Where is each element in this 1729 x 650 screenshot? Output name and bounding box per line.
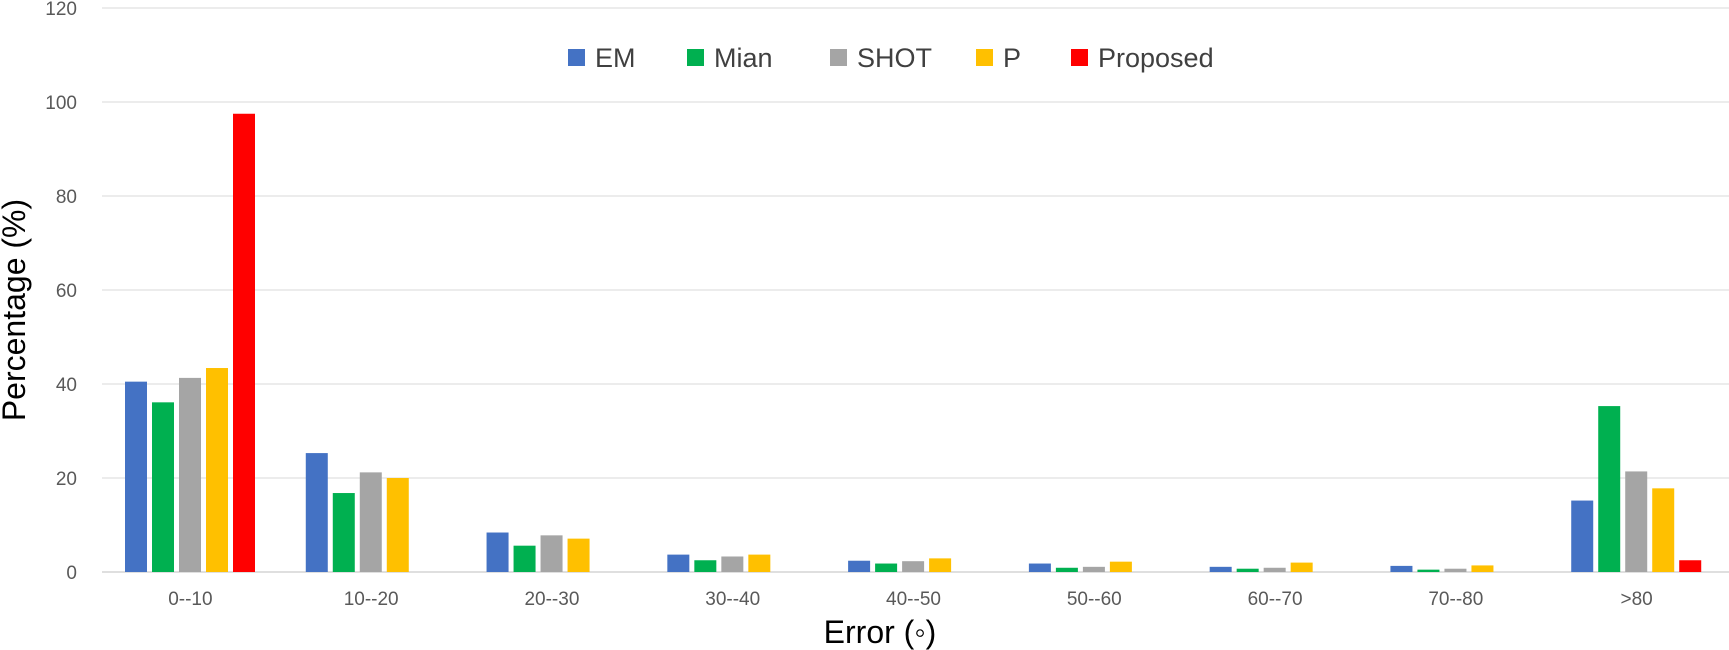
bar-shot-3 [721, 556, 744, 572]
bar-shot-0 [179, 377, 201, 572]
bars [125, 113, 1702, 572]
bar-mian-5 [1055, 567, 1078, 572]
bar-shot-6 [1263, 567, 1286, 572]
bar-em-8 [1571, 500, 1594, 572]
bar-em-5 [1028, 563, 1051, 572]
x-tick-label: 40--50 [886, 589, 941, 610]
bar-p-3 [748, 554, 771, 572]
legend-swatch-p [976, 49, 993, 66]
bar-mian-4 [875, 563, 898, 572]
bar-proposed-0 [233, 113, 255, 572]
bar-shot-5 [1082, 566, 1105, 572]
x-axis-ticks: 0--10 10--20 20--30 30--40 40--50 50--60 60--7… [168, 589, 1653, 610]
x-axis-title: Error (◦) [824, 614, 937, 650]
bar-p-5 [1109, 561, 1132, 572]
bar-mian-7 [1417, 569, 1440, 572]
bar-p-7 [1471, 565, 1494, 572]
bar-p-8 [1652, 488, 1675, 572]
bar-mian-2 [513, 545, 536, 572]
x-tick-label: >80 [1620, 589, 1652, 610]
legend-label-em: EM [595, 43, 636, 73]
bar-em-2 [486, 532, 509, 572]
x-tick-label: 50--60 [1067, 589, 1122, 610]
y-tick-label: 80 [56, 187, 77, 208]
x-tick-label: 70--80 [1428, 589, 1483, 610]
bar-em-6 [1209, 566, 1232, 572]
bar-em-1 [305, 453, 328, 572]
legend-label-shot: SHOT [857, 43, 932, 73]
y-tick-label: 0 [66, 563, 77, 584]
y-tick-label: 100 [45, 93, 77, 114]
legend: EM Mian SHOT P Proposed [568, 43, 1214, 73]
bar-mian-6 [1236, 568, 1259, 572]
bar-shot-4 [902, 561, 925, 572]
bar-p-6 [1290, 562, 1313, 572]
bar-em-4 [848, 560, 871, 572]
y-tick-label: 120 [45, 0, 77, 20]
y-tick-label: 60 [56, 281, 77, 302]
legend-label-mian: Mian [714, 43, 773, 73]
legend-label-proposed: Proposed [1098, 43, 1214, 73]
bar-shot-2 [540, 535, 563, 572]
bar-em-7 [1390, 565, 1413, 572]
legend-swatch-mian [687, 49, 704, 66]
bar-mian-1 [332, 493, 355, 572]
bar-p-4 [929, 558, 952, 572]
x-tick-label: 30--40 [705, 589, 760, 610]
bar-em-3 [667, 554, 690, 572]
y-tick-label: 20 [56, 469, 77, 490]
bar-mian-3 [694, 560, 717, 572]
x-tick-label: 20--30 [524, 589, 579, 610]
y-axis-ticks: 0 20 40 60 80 100 120 [45, 0, 77, 584]
x-tick-label: 60--70 [1248, 589, 1303, 610]
bar-mian-0 [152, 402, 174, 572]
legend-label-p: P [1003, 43, 1021, 73]
legend-swatch-proposed [1071, 49, 1088, 66]
x-tick-label: 10--20 [344, 589, 399, 610]
bar-p-0 [206, 368, 228, 572]
legend-swatch-shot [830, 49, 847, 66]
bar-mian-8 [1598, 406, 1621, 572]
bar-p-1 [386, 478, 409, 572]
bar-shot-1 [359, 472, 382, 572]
bar-shot-8 [1625, 471, 1648, 572]
y-axis-title: Percentage (%) [0, 199, 32, 421]
bar-proposed-8 [1679, 560, 1702, 572]
bar-shot-7 [1444, 568, 1467, 572]
x-tick-label: 0--10 [168, 589, 212, 610]
gridlines [102, 7, 1729, 573]
bar-em-0 [125, 381, 147, 572]
bar-p-2 [567, 538, 590, 572]
legend-swatch-em [568, 49, 585, 66]
y-tick-label: 40 [56, 375, 77, 396]
